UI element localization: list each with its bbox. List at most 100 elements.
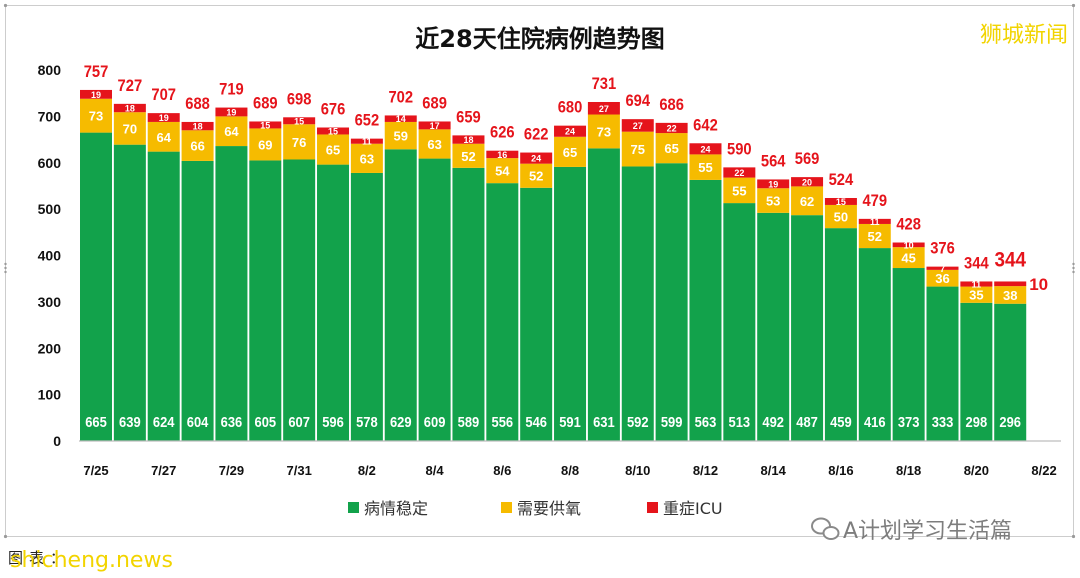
bar-label-stable: 578 — [356, 414, 378, 431]
bar-segment-stable — [689, 179, 722, 441]
bar-stack: 487 62 20 569 — [791, 149, 824, 441]
bar-segment-oxygen — [621, 131, 654, 167]
bar-stack: 563 55 24 642 — [689, 115, 722, 441]
x-tick-label: 8/16 — [828, 463, 853, 478]
bar-segment-oxygen — [926, 269, 959, 287]
bar-segment-icu — [587, 101, 620, 115]
wechat-account-name: A计划学习生活篇 — [843, 519, 1012, 544]
bar-segment-icu — [723, 167, 756, 178]
bar-stack: 636 64 19 719 — [215, 80, 248, 441]
legend: 病情稳定 需要供氧 重症ICU — [348, 499, 723, 518]
bar-label-oxygen: 52 — [461, 149, 475, 164]
bar-label-icu: 19 — [159, 113, 169, 123]
total-label: 688 — [185, 94, 210, 113]
bar-segment-icu — [384, 115, 417, 122]
bar-label-icu: 17 — [430, 121, 440, 131]
y-tick-label: 0 — [53, 433, 61, 449]
bar-segment-stable — [723, 203, 756, 441]
x-tick-label: 7/31 — [287, 463, 312, 478]
bar-segment-icu — [113, 103, 146, 113]
bar-label-stable: 604 — [187, 414, 209, 431]
bar-stack: 492 53 19 564 — [757, 151, 790, 441]
bar-segment-stable — [418, 158, 451, 442]
frame-handle — [1071, 534, 1076, 539]
bar-label-icu: 19 — [226, 107, 236, 117]
bar-label-stable: 639 — [119, 414, 141, 431]
total-label: 428 — [896, 215, 921, 234]
bar-stack: 592 75 27 694 — [621, 91, 654, 441]
bar-segment-oxygen — [757, 188, 790, 213]
bar-segment-oxygen — [486, 158, 519, 184]
bar-segment-oxygen — [587, 114, 620, 149]
bar-label-stable: 589 — [458, 414, 480, 431]
bar-label-oxygen: 62 — [800, 194, 814, 209]
bar-label-stable: 665 — [85, 414, 107, 431]
wechat-badge: A计划学习生活篇 — [811, 517, 1012, 544]
bar-segment-stable — [181, 160, 214, 441]
bar-segment-stable — [655, 163, 688, 441]
total-label: 344 — [994, 248, 1026, 271]
bar-segment-stable — [520, 187, 553, 441]
x-axis: 7/25 7/27 7/29 7/31 8/2 8/4 8/6 8/8 8/10 8/12 8/14… — [83, 463, 1056, 478]
bar-segment-oxygen — [723, 177, 756, 204]
bar-segment-oxygen — [384, 121, 417, 150]
bar-segment-stable — [147, 151, 180, 441]
frame-handle — [1072, 266, 1075, 270]
bar-label-oxygen: 66 — [190, 139, 204, 154]
bar-segment-oxygen — [655, 133, 688, 164]
y-axis: 0 100 200 300 400 500 600 700 800 — [38, 62, 62, 449]
bar-segment-icu — [892, 242, 925, 248]
bar-segment-stable — [317, 164, 350, 442]
bar-label-icu: 18 — [193, 122, 203, 132]
bar-label-oxygen: 70 — [123, 121, 137, 136]
bar-label-icu: 27 — [633, 121, 643, 131]
bar-segment-icu — [317, 127, 350, 135]
bar-label-icu: 22 — [667, 123, 677, 133]
bar-segment-oxygen — [215, 116, 248, 147]
bar-segment-icu — [452, 135, 485, 144]
bar-segment-oxygen — [147, 121, 180, 152]
bar-segment-oxygen — [317, 134, 350, 165]
bar-label-oxygen: 73 — [89, 109, 103, 124]
bar-segment-oxygen — [994, 286, 1027, 304]
bar-stack: 591 65 24 680 — [554, 98, 587, 441]
bar-label-stable: 624 — [153, 414, 175, 431]
bar-label-stable: 492 — [762, 414, 784, 431]
source-credit: 图表： shicheng.news — [8, 548, 173, 573]
bar-label-stable: 296 — [999, 414, 1021, 431]
bar-label-stable: 592 — [627, 414, 649, 431]
y-tick-label: 200 — [38, 340, 62, 356]
total-label: 564 — [761, 151, 786, 170]
legend-swatch-stable — [348, 502, 359, 513]
y-tick-label: 300 — [38, 294, 62, 310]
x-tick-label: 8/4 — [426, 463, 445, 478]
bar-label-stable: 416 — [864, 414, 886, 431]
bar-segment-oxygen — [791, 186, 824, 216]
bar-segment-stable — [215, 146, 248, 441]
bar-label-stable: 563 — [695, 414, 717, 431]
bar-segment-stable — [621, 166, 654, 441]
bar-segment-stable — [892, 268, 925, 441]
bar-segment-oxygen — [858, 223, 891, 249]
bar-segment-icu — [791, 177, 824, 187]
bar-segment-oxygen — [283, 124, 316, 160]
bar-label-oxygen: 65 — [563, 145, 577, 160]
bar-label-oxygen: 76 — [292, 135, 306, 150]
total-label: 569 — [795, 149, 820, 168]
frame-handle — [3, 3, 8, 8]
total-label: 757 — [84, 62, 109, 81]
x-tick-label: 7/29 — [219, 463, 244, 478]
x-tick-label: 8/20 — [964, 463, 989, 478]
legend-label-icu: 重症ICU — [663, 499, 723, 518]
bar-segment-icu — [858, 218, 891, 224]
bar-segment-stable — [824, 228, 857, 441]
legend-swatch-icu — [647, 502, 658, 513]
bar-stack: 556 54 16 626 — [486, 123, 519, 441]
y-tick-label: 800 — [38, 62, 62, 78]
total-label: 719 — [219, 80, 244, 99]
bar-segment-stable — [249, 160, 282, 441]
bar-label-icu: 16 — [497, 150, 507, 160]
bar-stack: 513 55 22 590 — [723, 139, 756, 441]
total-label: 676 — [321, 100, 346, 119]
